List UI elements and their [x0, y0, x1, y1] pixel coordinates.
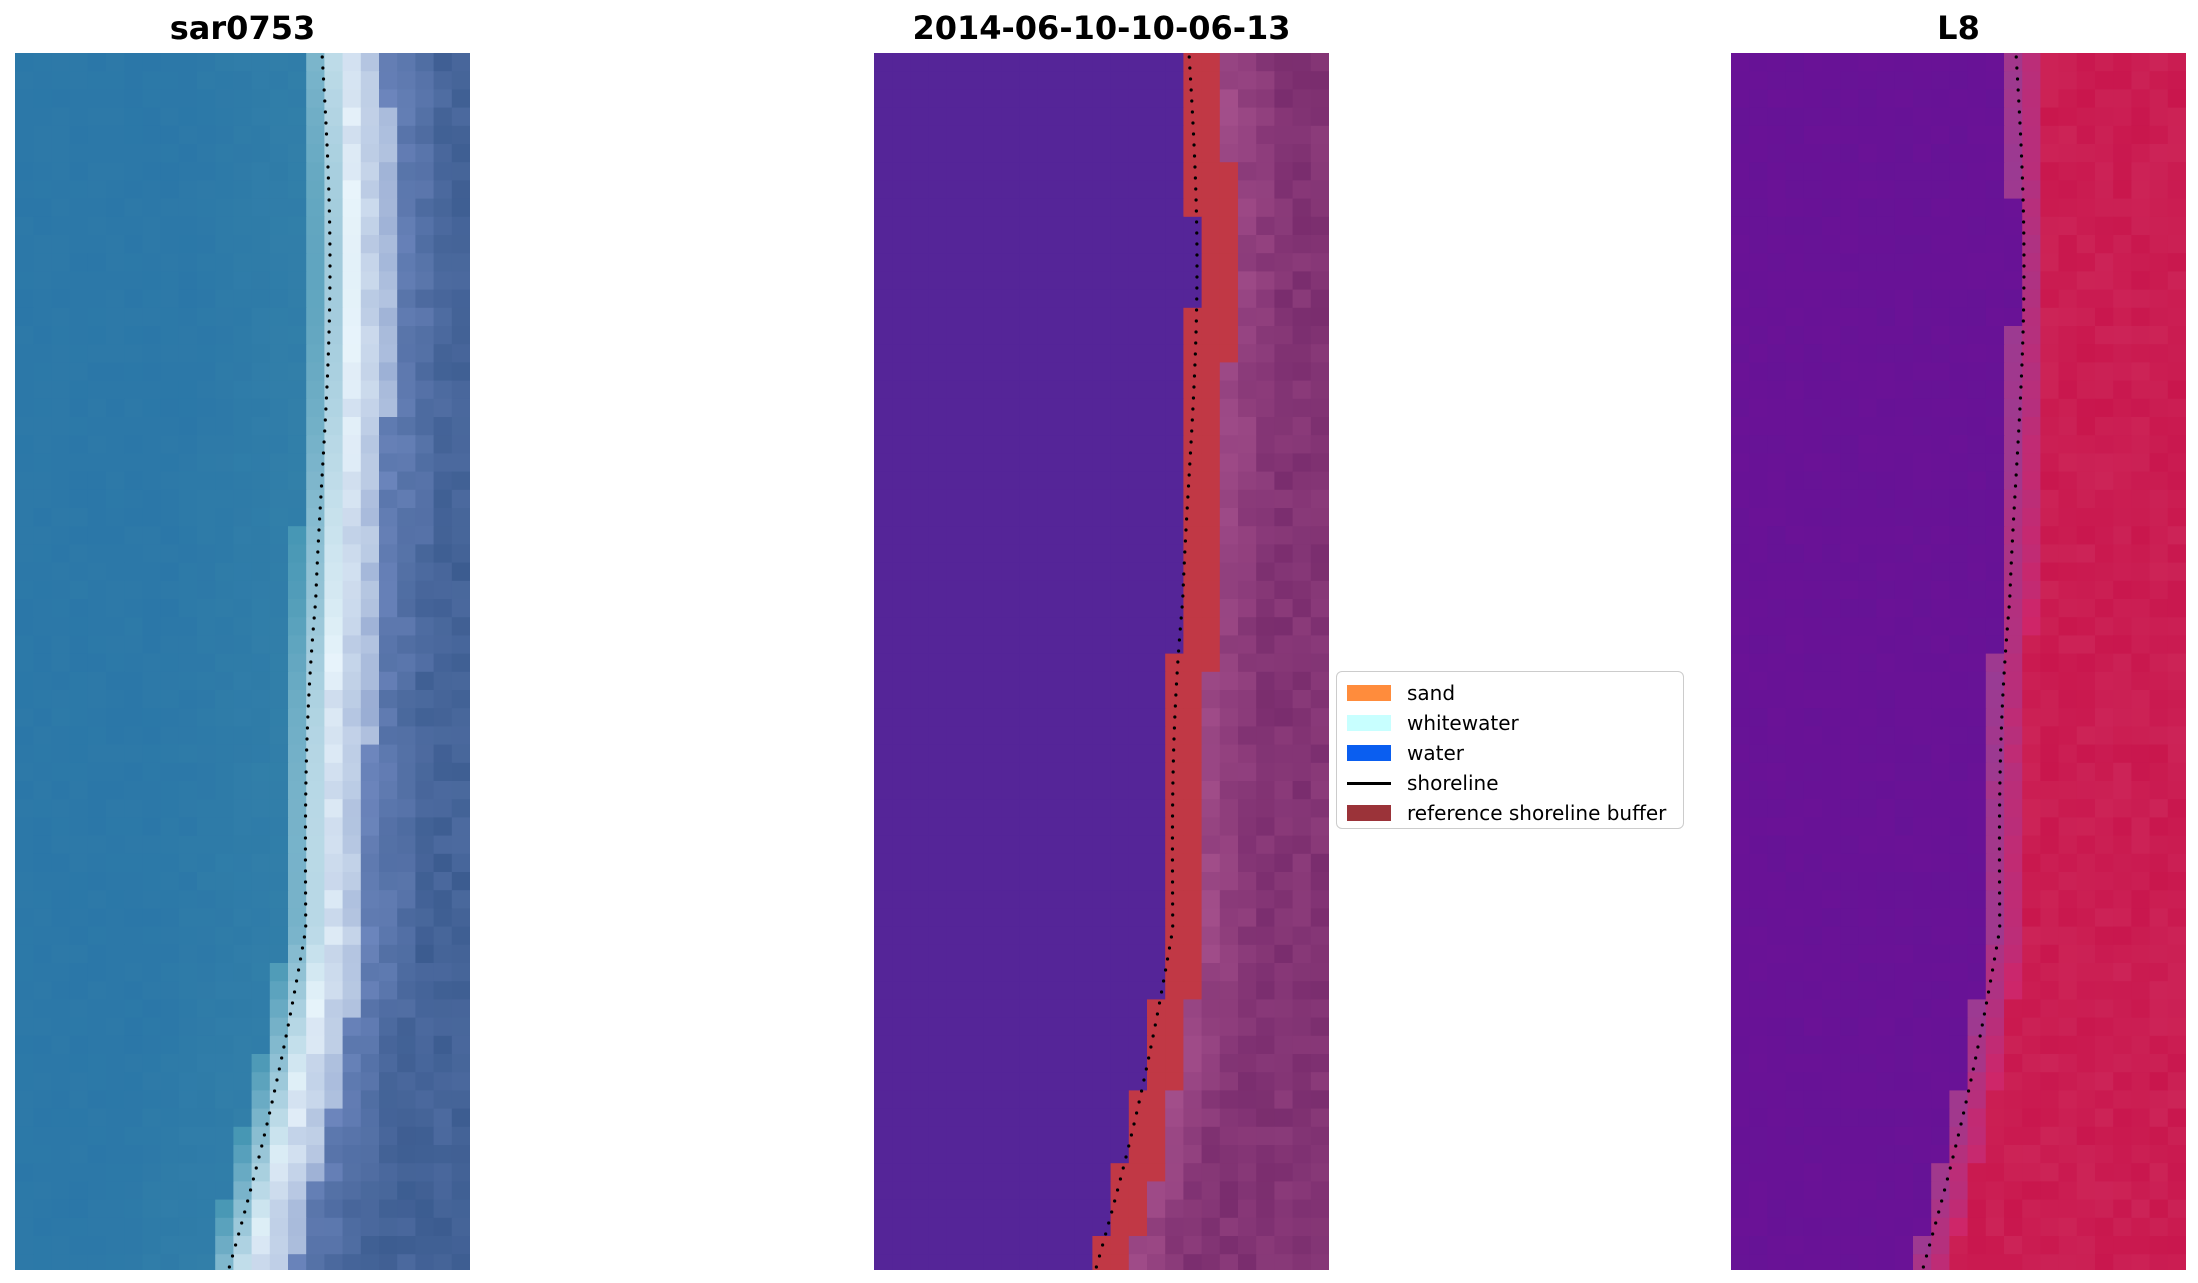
- legend-swatch-whitewater: [1347, 715, 1391, 731]
- legend-swatch-water: [1347, 745, 1391, 761]
- panel-title-date: 2014-06-10-10-06-13: [912, 9, 1291, 47]
- panel-rgb: sar0753: [15, 0, 470, 1283]
- legend-item-water: water: [1347, 738, 1673, 768]
- legend-label-water: water: [1407, 741, 1464, 765]
- legend-label-shoreline: shoreline: [1407, 771, 1499, 795]
- legend-swatch-reference-buffer: [1347, 805, 1391, 821]
- shoreline-dots: [1921, 55, 2026, 1269]
- classified-image-svg: [874, 53, 1329, 1270]
- l8-image: [1731, 53, 2186, 1270]
- legend-label-reference-buffer: reference shoreline buffer: [1407, 801, 1667, 825]
- legend-line-shoreline: [1347, 781, 1391, 785]
- legend-label-whitewater: whitewater: [1407, 711, 1519, 735]
- legend-label-sand: sand: [1407, 681, 1456, 705]
- l8-image-svg: [1731, 53, 2186, 1270]
- classified-image: [874, 53, 1329, 1270]
- legend-swatch-sand: [1347, 685, 1391, 701]
- panel-l8: L8: [1731, 0, 2186, 1283]
- legend-item-reference-buffer: reference shoreline buffer: [1347, 798, 1673, 828]
- legend-item-whitewater: whitewater: [1347, 708, 1673, 738]
- shoreline-dots: [1094, 55, 1199, 1269]
- legend-item-sand: sand: [1347, 678, 1673, 708]
- legend-item-shoreline: shoreline: [1347, 768, 1673, 798]
- rgb-image: [15, 53, 470, 1270]
- panel-title-rgb: sar0753: [169, 9, 316, 47]
- legend: sand whitewater water shoreline referenc…: [1336, 671, 1684, 829]
- panel-title-l8: L8: [1937, 9, 1980, 47]
- shoreline-dots: [227, 55, 332, 1269]
- rgb-image-svg: [15, 53, 470, 1270]
- panel-classified: 2014-06-10-10-06-13: [874, 0, 1329, 1283]
